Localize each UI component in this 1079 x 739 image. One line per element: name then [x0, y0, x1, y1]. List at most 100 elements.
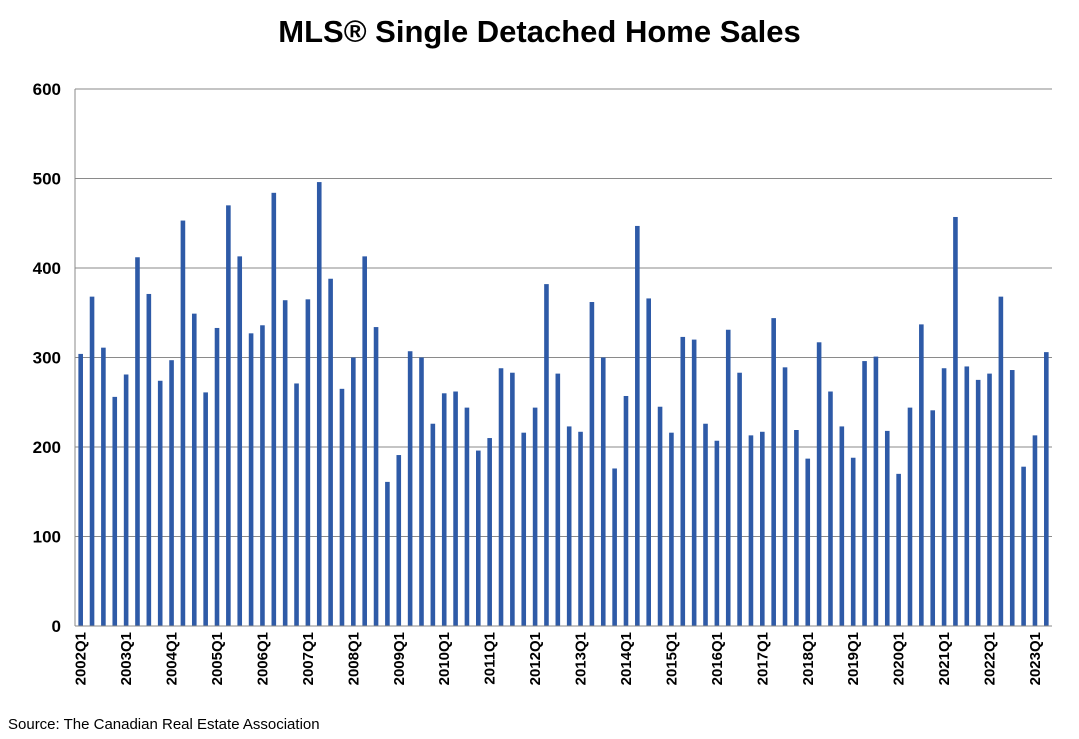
- bar-2006Q2: [271, 192, 277, 626]
- bar-2016Q1: [714, 440, 720, 626]
- bar-2010Q4: [476, 450, 481, 626]
- x-tick-label-2011Q1: 2011Q1: [482, 632, 499, 685]
- y-tick-label: 300: [33, 349, 61, 368]
- y-tick-label: 200: [33, 438, 61, 457]
- x-tick-label-2018Q1: 2018Q1: [800, 632, 817, 685]
- bar-2022Q2: [998, 296, 1004, 626]
- bar-2009Q2: [407, 351, 413, 626]
- y-tick-labels: 0 100 200 300 400 500 600: [33, 80, 61, 636]
- source-note: Source: The Canadian Real Estate Associa…: [8, 716, 320, 733]
- bar-2017Q2: [771, 318, 776, 626]
- bar-2007Q1: [305, 299, 311, 626]
- bar-2012Q2: [544, 284, 549, 626]
- bar-2009Q3: [419, 357, 424, 626]
- x-tick-label-2004Q1: 2004Q1: [164, 632, 181, 685]
- bar-2002Q2: [89, 296, 95, 626]
- bar-2011Q4: [521, 432, 527, 626]
- bar-2017Q3: [782, 367, 788, 626]
- bar-2020Q3: [919, 324, 924, 626]
- bar-2022Q4: [1021, 466, 1026, 626]
- x-tick-label-2021Q1: 2021Q1: [936, 632, 953, 685]
- x-tick-label-2003Q1: 2003Q1: [118, 632, 135, 685]
- bar-2015Q4: [703, 423, 708, 626]
- x-tick-label-2012Q1: 2012Q1: [527, 632, 544, 685]
- bar-2009Q1: [396, 455, 402, 626]
- bar-2019Q3: [873, 356, 879, 626]
- bar-2019Q2: [862, 361, 867, 626]
- bar-2003Q3: [146, 293, 152, 626]
- bar-2002Q3: [101, 347, 106, 626]
- bar-2016Q3: [737, 372, 742, 626]
- bar-2007Q3: [328, 278, 333, 626]
- bar-2005Q2: [226, 205, 231, 626]
- bar-2020Q1: [896, 473, 901, 626]
- x-tick-label-2010Q1: 2010Q1: [436, 632, 453, 685]
- x-tick-label-2007Q1: 2007Q1: [300, 632, 317, 685]
- bar-2018Q2: [816, 342, 822, 626]
- bar-2011Q3: [510, 372, 515, 626]
- bar-2022Q3: [1009, 370, 1015, 626]
- x-tick-label-2006Q1: 2006Q1: [254, 632, 271, 685]
- x-tick-label-2017Q1: 2017Q1: [754, 632, 771, 685]
- bar-2014Q3: [646, 298, 651, 626]
- bar-2010Q1: [441, 393, 447, 626]
- x-tick-label-2015Q1: 2015Q1: [663, 632, 680, 685]
- bar-2015Q1: [669, 432, 674, 626]
- x-tick-label-2013Q1: 2013Q1: [573, 632, 590, 685]
- axes: [74, 89, 1052, 627]
- bar-2015Q2: [680, 336, 686, 626]
- bar-2005Q1: [214, 327, 220, 626]
- bar-2014Q1: [623, 395, 629, 626]
- bar-2010Q2: [453, 391, 458, 626]
- bar-2023Q2: [1044, 352, 1049, 626]
- bars: [78, 182, 1049, 627]
- y-tick-label: 0: [52, 617, 61, 636]
- bar-2023Q1: [1032, 435, 1038, 626]
- bar-2020Q4: [930, 410, 936, 626]
- bar-2011Q1: [487, 438, 492, 626]
- bar-2021Q1: [941, 368, 947, 626]
- bar-2021Q4: [975, 379, 981, 627]
- bar-2006Q1: [260, 325, 265, 626]
- bar-2014Q2: [635, 225, 640, 626]
- gridlines: [75, 88, 1052, 537]
- bar-2010Q3: [464, 407, 470, 626]
- bar-2003Q1: [123, 374, 129, 626]
- x-tick-label-2014Q1: 2014Q1: [618, 632, 635, 685]
- bar-2008Q4: [385, 481, 390, 626]
- bar-2018Q4: [839, 426, 845, 626]
- x-tick-labels: 2002Q1 2003Q1 2004Q1 2005Q1 2006Q1 2007Q1 2008…: [73, 632, 1044, 685]
- bar-2015Q3: [691, 339, 697, 626]
- bar-2003Q2: [135, 257, 140, 626]
- bar-2018Q3: [828, 391, 833, 626]
- y-tick-label: 100: [33, 528, 61, 547]
- y-tick-label: 600: [33, 80, 61, 99]
- bar-2018Q1: [805, 458, 811, 626]
- bar-2019Q4: [884, 430, 890, 626]
- bar-2012Q1: [532, 407, 538, 626]
- bar-2004Q3: [191, 313, 197, 626]
- bar-2004Q4: [203, 392, 208, 626]
- bar-2007Q4: [339, 388, 345, 626]
- bar-2016Q4: [748, 435, 754, 626]
- bar-2011Q2: [498, 368, 504, 626]
- bar-2006Q4: [294, 383, 299, 626]
- bar-2006Q3: [282, 300, 288, 626]
- bar-2021Q2: [953, 216, 958, 627]
- bar-2021Q3: [964, 366, 970, 626]
- x-tick-label-2008Q1: 2008Q1: [345, 632, 362, 685]
- bar-2002Q4: [112, 396, 118, 626]
- bar-2003Q4: [157, 380, 163, 626]
- bar-2013Q2: [589, 302, 595, 626]
- y-tick-label: 500: [33, 170, 61, 189]
- x-tick-label-2016Q1: 2016Q1: [709, 632, 726, 685]
- bar-2013Q4: [612, 468, 617, 626]
- x-tick-label-2002Q1: 2002Q1: [73, 632, 90, 685]
- x-tick-label-2022Q1: 2022Q1: [982, 632, 999, 685]
- bar-2013Q1: [578, 431, 583, 626]
- x-tick-label-2019Q1: 2019Q1: [845, 632, 862, 685]
- bar-2005Q4: [248, 333, 254, 626]
- bar-2020Q2: [907, 407, 913, 626]
- bar-2014Q4: [657, 406, 663, 626]
